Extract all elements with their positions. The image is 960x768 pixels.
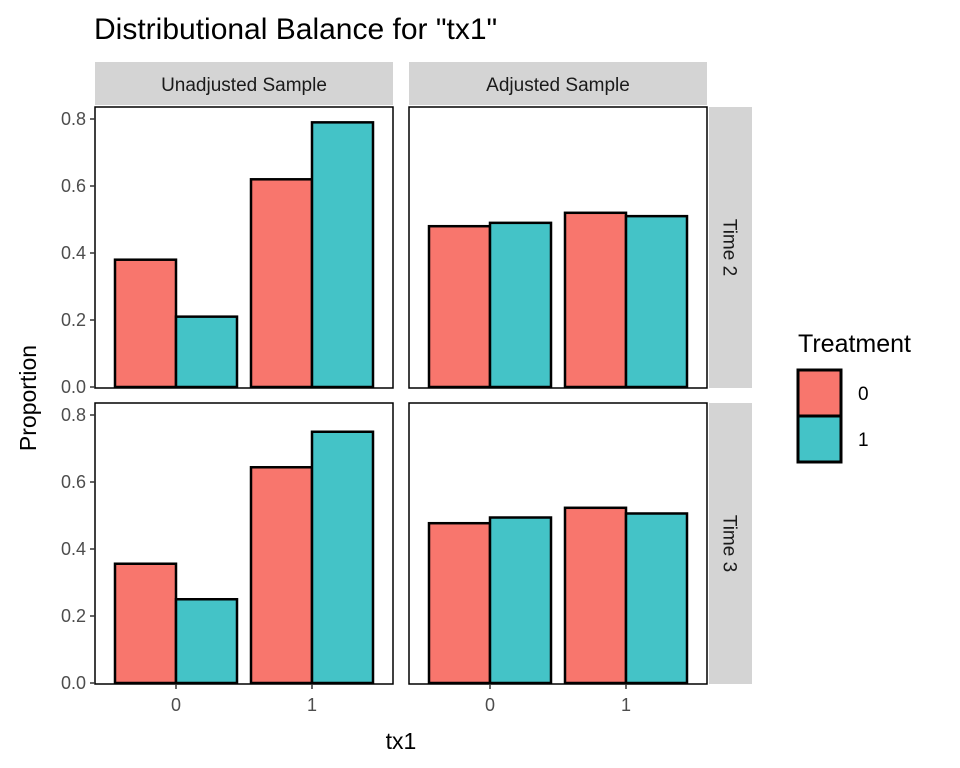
panel: 0.0 0.2 0.4 0.6 0.8 0 1 bbox=[61, 402, 394, 715]
bar bbox=[624, 214, 689, 389]
bar bbox=[563, 506, 628, 685]
bar bbox=[427, 224, 492, 389]
bar bbox=[249, 466, 314, 685]
y-tick-label: 0.8 bbox=[61, 109, 86, 129]
panel-border bbox=[94, 106, 394, 389]
y-tick-label: 0.6 bbox=[61, 176, 86, 196]
facet-strip-column bbox=[409, 62, 707, 105]
legend: Treatment 0 1 bbox=[796, 330, 911, 464]
bar bbox=[310, 430, 375, 685]
bar bbox=[113, 562, 178, 685]
facet-strip-row-label: Time 3 bbox=[719, 515, 740, 572]
y-tick-label: 0.8 bbox=[61, 405, 86, 425]
y-tick-label: 0.6 bbox=[61, 472, 86, 492]
y-tick-label: 0.2 bbox=[61, 310, 86, 330]
panel-border bbox=[408, 106, 708, 389]
bar bbox=[113, 258, 178, 389]
bar bbox=[249, 178, 314, 389]
bar bbox=[488, 221, 553, 389]
panel-border bbox=[408, 402, 708, 685]
facet-strip-row bbox=[709, 107, 752, 388]
bar bbox=[563, 211, 628, 389]
panel: 0.0 0.2 0.4 0.6 0.8 bbox=[61, 106, 394, 397]
y-tick-label: 0.0 bbox=[61, 377, 86, 397]
x-axis-label: tx1 bbox=[386, 728, 417, 754]
legend-label: 1 bbox=[858, 430, 869, 451]
facet-strip-row bbox=[709, 403, 752, 684]
legend-title: Treatment bbox=[798, 330, 911, 358]
x-tick-label: 1 bbox=[307, 695, 317, 715]
legend-label: 0 bbox=[858, 384, 869, 405]
chart-title: Distributional Balance for "tx1" bbox=[94, 13, 497, 46]
y-tick-label: 0.4 bbox=[61, 539, 86, 559]
bar bbox=[310, 121, 375, 389]
bar bbox=[427, 521, 492, 685]
y-tick-label: 0.4 bbox=[61, 243, 86, 263]
facet-strip-column-label: Unadjusted Sample bbox=[161, 75, 327, 96]
y-tick-label: 0.2 bbox=[61, 606, 86, 626]
y-axis-label: Proportion bbox=[15, 345, 41, 451]
facet-strip-column bbox=[95, 62, 393, 105]
bar bbox=[174, 598, 239, 685]
bar bbox=[174, 315, 239, 389]
bar bbox=[488, 516, 553, 685]
x-tick-label: 0 bbox=[485, 695, 495, 715]
x-tick-label: 0 bbox=[171, 695, 181, 715]
legend-key bbox=[796, 414, 843, 464]
bar bbox=[624, 512, 689, 685]
panels-layer: Unadjusted Sample Adjusted Sample Time 2 Ti… bbox=[61, 62, 752, 715]
panel-border bbox=[94, 402, 394, 685]
facet-strip-column-label: Adjusted Sample bbox=[486, 75, 630, 96]
x-tick-label: 1 bbox=[621, 695, 631, 715]
panel bbox=[408, 106, 708, 389]
facet-strip-row-label: Time 2 bbox=[719, 219, 740, 276]
legend-key bbox=[796, 368, 843, 418]
y-tick-label: 0.0 bbox=[61, 673, 86, 693]
